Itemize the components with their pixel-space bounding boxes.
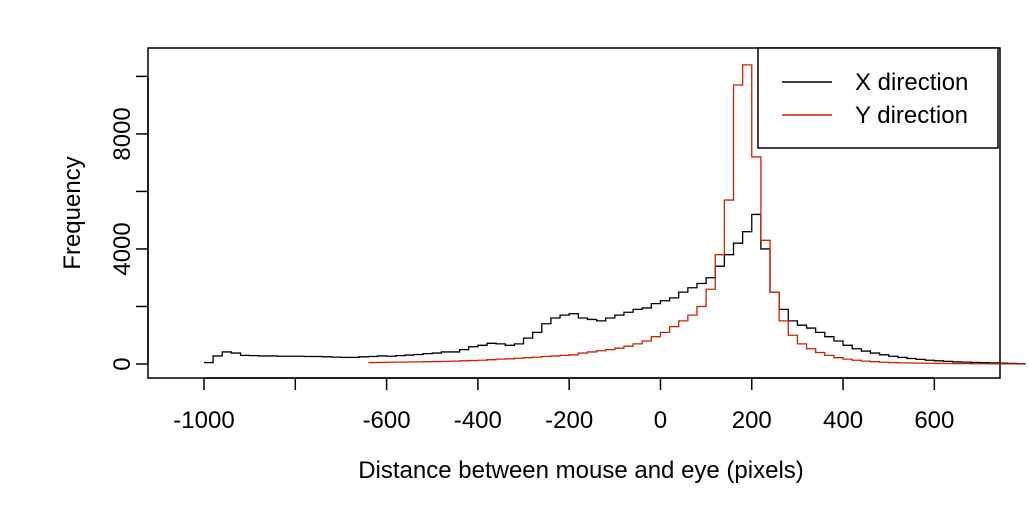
y-tick-label: 0 — [109, 357, 136, 370]
legend: X direction Y direction — [757, 47, 999, 149]
legend-label-x: X direction — [855, 69, 968, 96]
legend-label-y: Y direction — [855, 102, 968, 129]
series-line-y-direction — [368, 64, 1026, 365]
legend-box — [757, 47, 999, 149]
y-tick-label: 4000 — [109, 222, 136, 275]
x-tick-label: 200 — [732, 407, 772, 434]
y-axis-title: Frequency — [59, 156, 86, 269]
x-axis-title: Distance between mouse and eye (pixels) — [358, 457, 804, 484]
x-tick-label: -200 — [545, 407, 593, 434]
x-axis: -1000 -600 -400 -200 0 200 400 600 — [173, 377, 954, 434]
x-tick-label: -1000 — [173, 407, 234, 434]
x-tick-label: 400 — [823, 407, 863, 434]
y-axis: 0 4000 8000 — [109, 75, 149, 371]
x-tick-label: -600 — [363, 407, 411, 434]
x-tick-label: 600 — [914, 407, 954, 434]
x-tick-label: -400 — [454, 407, 502, 434]
y-tick-label: 8000 — [109, 107, 136, 160]
x-tick-label: 0 — [654, 407, 667, 434]
series-layer — [204, 64, 1026, 365]
series-line-x-direction — [204, 213, 1026, 365]
